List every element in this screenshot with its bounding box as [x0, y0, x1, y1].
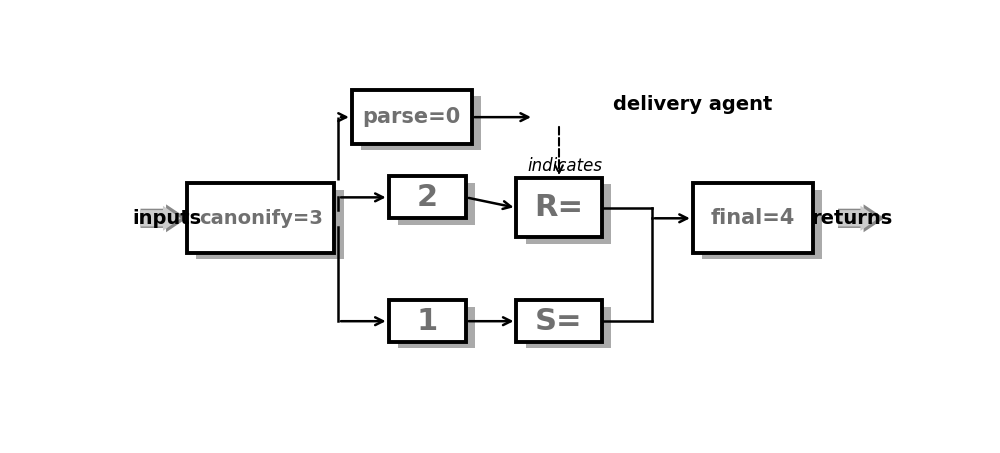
Text: indicates: indicates — [528, 157, 603, 175]
FancyBboxPatch shape — [702, 190, 822, 260]
Polygon shape — [140, 204, 187, 232]
Text: 2: 2 — [417, 183, 438, 212]
FancyBboxPatch shape — [196, 190, 344, 260]
Text: S=: S= — [535, 307, 583, 336]
FancyBboxPatch shape — [398, 307, 475, 348]
FancyBboxPatch shape — [516, 178, 602, 237]
FancyBboxPatch shape — [398, 183, 475, 225]
FancyBboxPatch shape — [388, 300, 466, 342]
Text: 1: 1 — [417, 307, 438, 336]
Polygon shape — [838, 206, 878, 231]
Text: R=: R= — [534, 193, 584, 222]
FancyBboxPatch shape — [361, 96, 481, 150]
Polygon shape — [838, 204, 885, 232]
FancyBboxPatch shape — [187, 183, 334, 253]
Text: canonify=3: canonify=3 — [199, 209, 323, 228]
Text: inputs: inputs — [133, 209, 202, 228]
FancyBboxPatch shape — [526, 184, 611, 244]
FancyBboxPatch shape — [388, 176, 466, 218]
Text: returns: returns — [811, 209, 892, 228]
Text: parse=0: parse=0 — [363, 107, 461, 127]
Text: final=4: final=4 — [711, 208, 795, 228]
Polygon shape — [140, 206, 181, 231]
Text: delivery agent: delivery agent — [613, 96, 773, 115]
FancyBboxPatch shape — [352, 90, 472, 144]
FancyBboxPatch shape — [526, 307, 611, 348]
FancyBboxPatch shape — [693, 183, 813, 253]
FancyBboxPatch shape — [516, 300, 602, 342]
